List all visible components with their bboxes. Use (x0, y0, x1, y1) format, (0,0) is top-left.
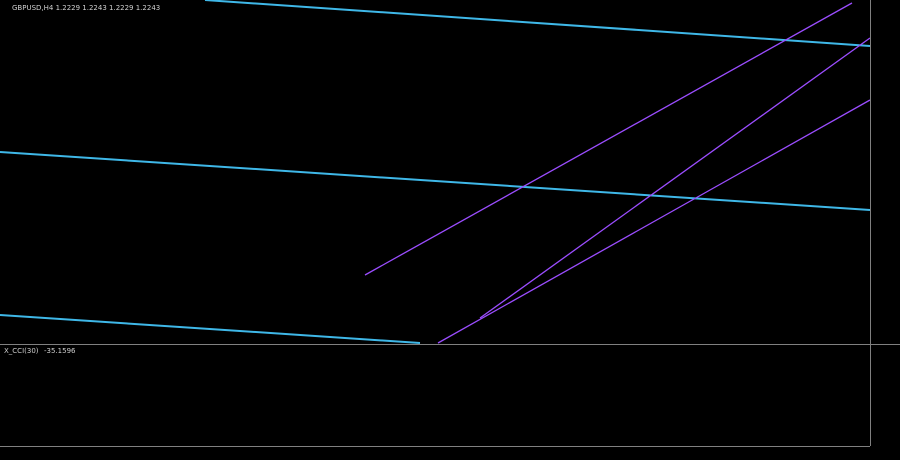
trend-line (0, 151, 871, 211)
trend-lines (0, 0, 871, 344)
indicator-value: -35.1596 (44, 347, 76, 355)
indicator-title: X_CCI(30) (4, 347, 39, 355)
chart-title: GBPUSD,H4 1.2229 1.2243 1.2229 1.2243 (12, 4, 160, 12)
channel-line (364, 2, 853, 276)
channel-line (479, 37, 871, 319)
labels: GBPUSD,H4 1.2229 1.2243 1.2229 1.2243 X_… (4, 4, 160, 355)
channel-line (437, 99, 871, 344)
trend-line (0, 314, 421, 344)
trend-line (204, 0, 871, 47)
